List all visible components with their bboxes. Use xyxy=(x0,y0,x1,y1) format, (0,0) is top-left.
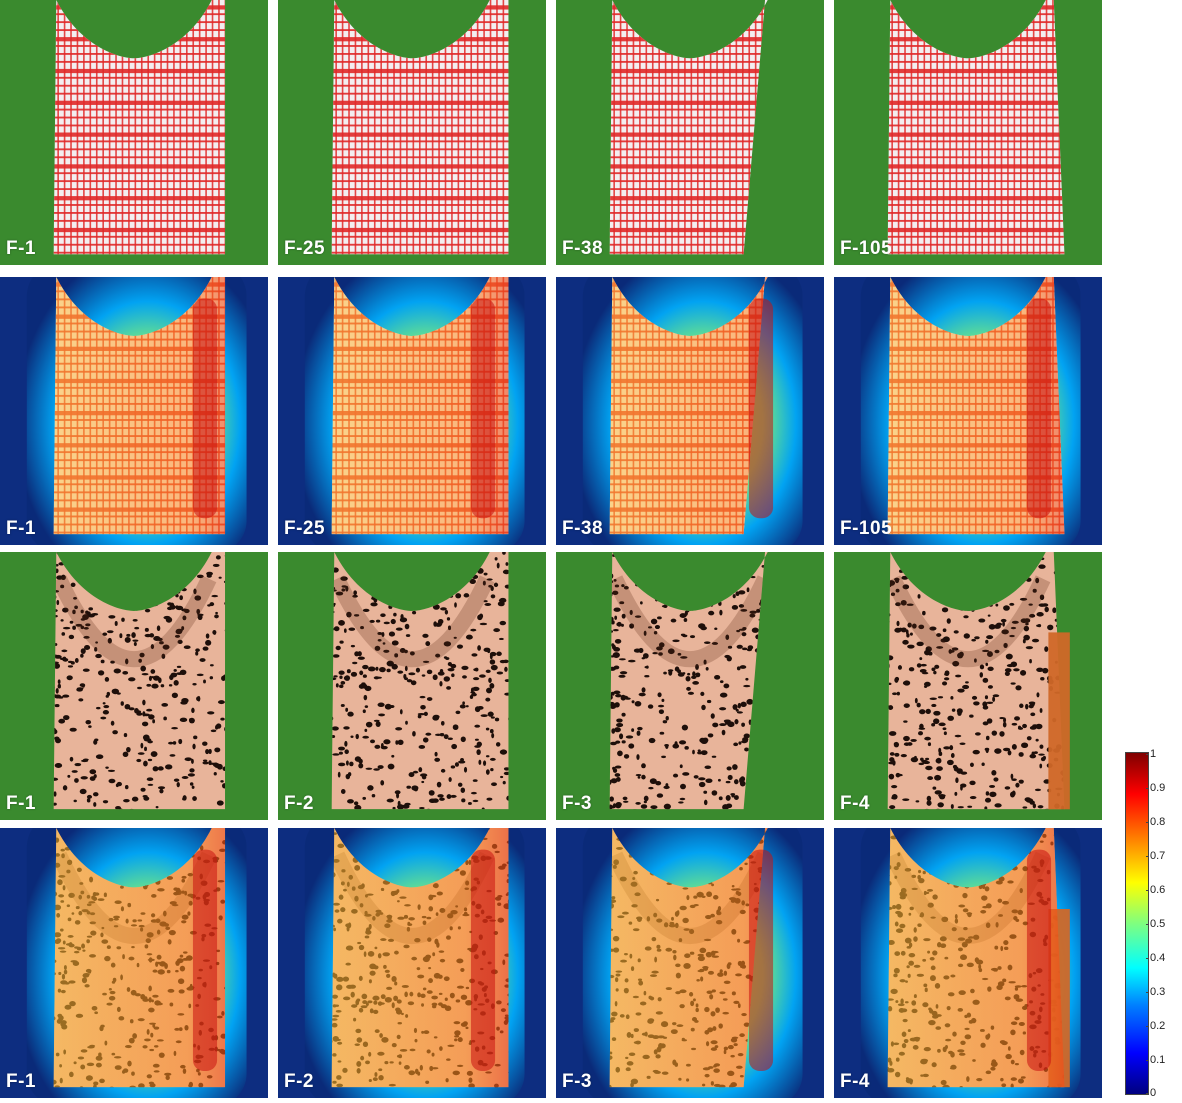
image-grid: F-1 F-25 F-38 F-105 F-1 F-25 F-38 F-105 … xyxy=(0,0,1102,1098)
frame-label: F-38 xyxy=(562,518,604,539)
frame-label: F-1 xyxy=(6,793,36,814)
cloth-image xyxy=(0,552,268,820)
frame-label: F-38 xyxy=(562,238,604,259)
cloth-image xyxy=(278,0,546,265)
cloth-image xyxy=(834,0,1102,265)
plaid-heatmap-f38: F-38 xyxy=(556,277,824,545)
heatmap-image xyxy=(556,828,824,1098)
colorbar-tick: 0.4 xyxy=(1145,952,1166,964)
colorbar-tick: 0.9 xyxy=(1145,782,1166,794)
leopard-heatmap-f1: F-1 xyxy=(0,828,268,1098)
plaid-photo-f38: F-38 xyxy=(556,0,824,265)
cloth-image xyxy=(278,552,546,820)
frame-label: F-2 xyxy=(284,793,314,814)
colorbar-tick: 0.3 xyxy=(1145,986,1166,998)
colorbar-tick: 0.8 xyxy=(1145,816,1166,828)
colorbar-tick: 0.7 xyxy=(1145,850,1166,862)
leopard-photo-f3: F-3 xyxy=(556,552,824,820)
plaid-photo-f25: F-25 xyxy=(278,0,546,265)
cloth-image xyxy=(556,0,824,265)
leopard-heatmap-f2: F-2 xyxy=(278,828,546,1098)
heatmap-image xyxy=(278,828,546,1098)
heatmap-image xyxy=(834,277,1102,545)
colorbar-tick: 0.1 xyxy=(1145,1054,1166,1066)
plaid-heatmap-f1: F-1 xyxy=(0,277,268,545)
leopard-photo-f4: F-4 xyxy=(834,552,1102,820)
heatmap-image xyxy=(834,828,1102,1098)
plaid-heatmap-f25: F-25 xyxy=(278,277,546,545)
frame-label: F-105 xyxy=(840,238,893,259)
frame-label: F-105 xyxy=(840,518,893,539)
cloth-image xyxy=(556,552,824,820)
frame-label: F-1 xyxy=(6,1071,36,1092)
plaid-photo-f1: F-1 xyxy=(0,0,268,265)
frame-label: F-2 xyxy=(284,1071,314,1092)
leopard-heatmap-f3: F-3 xyxy=(556,828,824,1098)
frame-label: F-4 xyxy=(840,1071,870,1092)
frame-label: F-1 xyxy=(6,518,36,539)
leopard-heatmap-f4: F-4 xyxy=(834,828,1102,1098)
leopard-photo-f1: F-1 xyxy=(0,552,268,820)
frame-label: F-3 xyxy=(562,793,592,814)
heatmap-image xyxy=(0,277,268,545)
colorbar-ticks: 1 0.9 0.8 0.7 0.6 0.5 0.4 0.3 0.2 0.1 0 xyxy=(1145,748,1182,1099)
colorbar xyxy=(1125,752,1149,1095)
plaid-heatmap-f105: F-105 xyxy=(834,277,1102,545)
colorbar-tick: 0.6 xyxy=(1145,884,1166,896)
colorbar-tick: 0 xyxy=(1145,1087,1157,1099)
frame-label: F-25 xyxy=(284,518,326,539)
frame-label: F-3 xyxy=(562,1071,592,1092)
heatmap-image xyxy=(0,828,268,1098)
leopard-photo-f2: F-2 xyxy=(278,552,546,820)
colorbar-tick: 0.2 xyxy=(1145,1020,1166,1032)
heatmap-image xyxy=(278,277,546,545)
frame-label: F-25 xyxy=(284,238,326,259)
plaid-photo-f105: F-105 xyxy=(834,0,1102,265)
colorbar-tick: 1 xyxy=(1145,748,1157,760)
frame-label: F-1 xyxy=(6,238,36,259)
cloth-image xyxy=(834,552,1102,820)
colorbar-tick: 0.5 xyxy=(1145,918,1166,930)
cloth-image xyxy=(0,0,268,265)
heatmap-image xyxy=(556,277,824,545)
frame-label: F-4 xyxy=(840,793,870,814)
